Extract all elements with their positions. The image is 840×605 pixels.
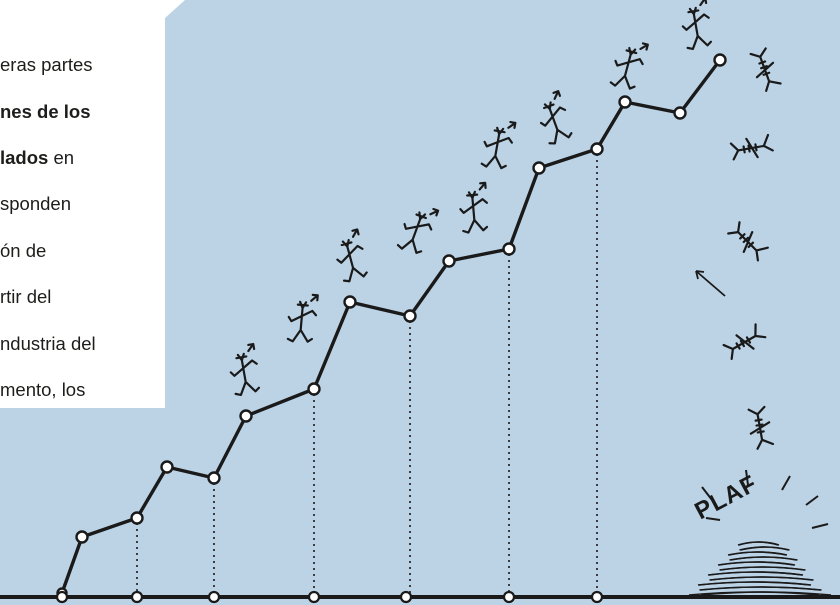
impact-line (705, 517, 721, 521)
figure-arrow (247, 342, 256, 353)
faller-lines (729, 133, 774, 161)
ground-node (130, 590, 144, 604)
figure-lines (459, 190, 489, 234)
stick-figures (229, 0, 713, 397)
graph-node (590, 142, 604, 156)
graph-node (343, 295, 357, 309)
graph-node (618, 95, 632, 109)
text-line-5: ón de (0, 239, 47, 261)
climber-figure (336, 228, 368, 283)
faller-lines (722, 323, 767, 361)
rubble-stroke (737, 541, 779, 546)
graph-node (442, 254, 456, 268)
figure-lines (609, 46, 644, 90)
graph-node (207, 471, 221, 485)
text-line-7: ndustria del (0, 332, 96, 354)
graph-node (403, 309, 417, 323)
impact-line (745, 469, 749, 486)
figure-arrow (639, 42, 649, 51)
graph-node (673, 106, 687, 120)
rubble-stroke (729, 556, 797, 561)
rubble-stroke (717, 561, 795, 566)
climber-figure (286, 293, 319, 343)
rubble-stroke (727, 551, 787, 556)
graph-node (239, 409, 253, 423)
impact-line (811, 523, 829, 529)
figure-lines (539, 101, 573, 145)
climber-figure (681, 0, 713, 51)
falling-figure (727, 221, 769, 262)
figure-lines (229, 352, 261, 397)
body-text: eras partes nes de los lados en sponden … (0, 30, 182, 408)
graph-node (75, 530, 89, 544)
text-line-6: rtir del (0, 286, 52, 308)
faller-lines (727, 221, 769, 262)
impact-line (781, 475, 791, 491)
text-panel: eras partes nes de los lados en sponden … (0, 0, 185, 408)
faller-lines (749, 47, 782, 92)
ground-node (307, 590, 321, 604)
impact-line (805, 495, 819, 506)
ground-node (399, 590, 413, 604)
text-line-4: sponden (0, 193, 71, 215)
rubble-stroke (739, 546, 789, 551)
graph-node (130, 511, 144, 525)
figure-arrow (507, 120, 517, 129)
climber-figure (539, 90, 573, 145)
climber-figure (480, 120, 517, 170)
graph-node (502, 242, 516, 256)
rubble-stroke (707, 571, 803, 576)
graph-node (160, 460, 174, 474)
figure-arrow (699, 0, 708, 7)
figure-arrow (351, 228, 360, 238)
text-line-1: eras partes (0, 54, 93, 76)
text-line-3: lados en (0, 147, 75, 169)
climber-figure (609, 42, 649, 90)
impact-line (701, 486, 713, 501)
rubble-stroke (697, 581, 811, 586)
figure-lines (480, 126, 513, 170)
falling-figure (749, 47, 782, 92)
motion-arrow-head (695, 270, 705, 280)
graph-node (532, 161, 546, 175)
graph-node (713, 53, 727, 67)
falling-figure (729, 133, 774, 161)
figure-arrow (429, 207, 440, 217)
climber-figure (229, 342, 261, 397)
graph-node (307, 382, 321, 396)
ground-node (207, 590, 221, 604)
climber-figure (459, 181, 489, 234)
rubble-stroke (719, 566, 805, 571)
text-line-2: nes de los (0, 100, 91, 122)
figure-lines (286, 300, 318, 343)
figure-arrow (552, 90, 562, 100)
falling-figures (695, 47, 782, 450)
figure-lines (396, 211, 433, 254)
falling-figure (722, 323, 767, 361)
growth-line (60, 58, 722, 594)
staircase-graph (0, 53, 840, 604)
figure-lines (336, 238, 368, 283)
figure-arrow (310, 293, 319, 302)
rubble-stroke (700, 591, 832, 596)
figure-lines (681, 6, 713, 51)
text-line-8: mento, los (0, 379, 86, 401)
motion-arrow-shaft (695, 270, 726, 297)
falling-figure (747, 405, 775, 450)
ground-node (55, 590, 69, 604)
faller-lines (747, 405, 775, 450)
rubble-pile (688, 469, 832, 596)
ground-node (590, 590, 604, 604)
rubble-stroke (699, 586, 821, 591)
climber-figure (396, 207, 440, 254)
rubble-stroke (709, 576, 813, 581)
figure-arrow (478, 181, 487, 191)
ground-node (502, 590, 516, 604)
